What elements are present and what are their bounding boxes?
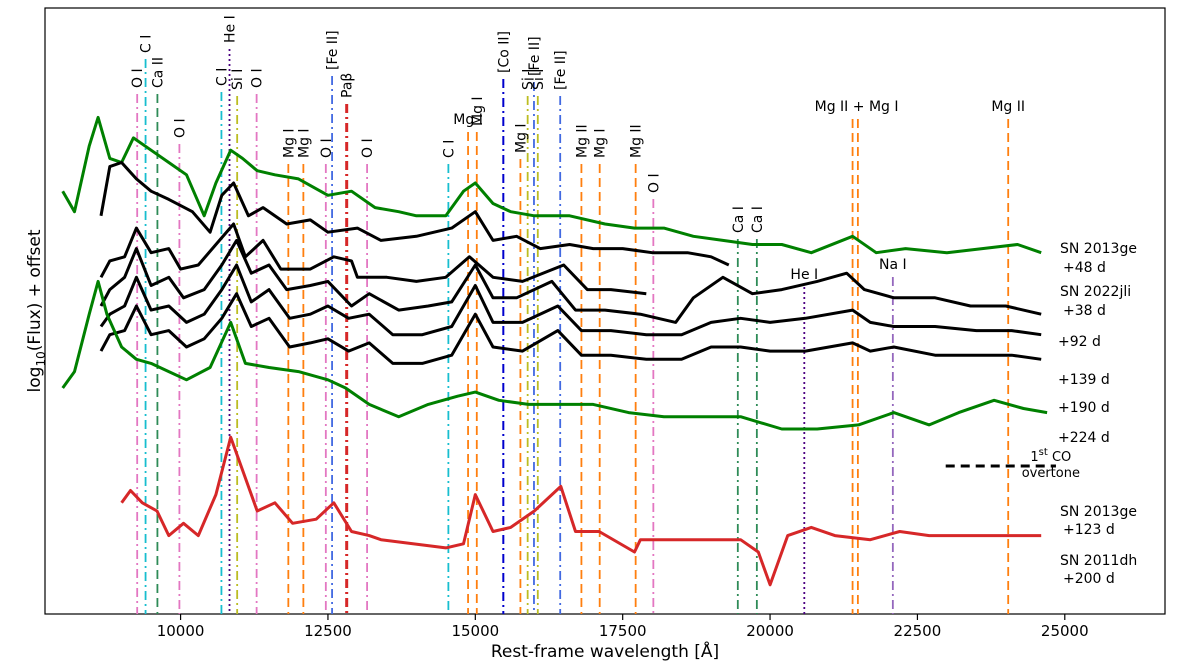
series-name-6: SN 2013ge bbox=[1060, 504, 1137, 520]
line-label-5: He I bbox=[223, 15, 239, 43]
series-line-6 bbox=[61, 279, 1048, 431]
series-line-4 bbox=[99, 263, 1042, 337]
series-line-7 bbox=[120, 435, 1042, 587]
co-overtone-label: 1st CO bbox=[1030, 447, 1071, 465]
line-label-28: Ca I bbox=[750, 206, 766, 233]
co-overtone-annotation: 1st CO overtone bbox=[945, 447, 1080, 481]
x-tick-label-2: 15000 bbox=[451, 622, 499, 640]
series-line-5 bbox=[99, 292, 1042, 365]
x-tick-label-3: 17500 bbox=[599, 622, 647, 640]
x-tick-label-6: 25000 bbox=[1041, 622, 1089, 640]
line-label-7: O I bbox=[250, 68, 266, 88]
line-label-10: O I bbox=[319, 138, 335, 158]
line-label-22: [Fe II] bbox=[553, 50, 569, 90]
line-label-15: Mg I bbox=[453, 112, 483, 128]
line-label-6: Si I bbox=[230, 69, 246, 90]
series-line-0 bbox=[61, 115, 1042, 255]
series-name-0: SN 2013ge bbox=[1060, 241, 1137, 257]
x-axis-label: Rest-frame wavelength [Å] bbox=[491, 640, 719, 662]
x-tick-label-4: 20000 bbox=[746, 622, 794, 640]
line-label-9: Mg I bbox=[296, 128, 312, 158]
line-label-11: [Fe II] bbox=[325, 30, 341, 70]
x-tick-label-0: 10000 bbox=[157, 622, 205, 640]
line-label-4: C I bbox=[214, 68, 230, 86]
line-label-19: Si I bbox=[521, 69, 537, 90]
line-label-29: He I bbox=[790, 267, 818, 283]
line-label-33: Mg II bbox=[991, 99, 1025, 115]
line-label-32: Na I bbox=[879, 257, 907, 273]
series-epoch-3: +139 d bbox=[1058, 372, 1110, 388]
line-label-18: Mg I bbox=[513, 123, 529, 153]
line-label-30: Mg II + Mg I bbox=[815, 99, 899, 115]
x-tick-label-5: 22500 bbox=[894, 622, 942, 640]
plot-area bbox=[44, 7, 1166, 615]
y-axis-label: log10(Flux) + offset bbox=[25, 229, 48, 392]
line-label-3: O I bbox=[172, 118, 188, 138]
plot-frame bbox=[44, 7, 1166, 615]
series-epoch-7: +200 d bbox=[1063, 571, 1115, 587]
series-name-1: SN 2022jli bbox=[1060, 284, 1131, 300]
series-epoch-6: +123 d bbox=[1063, 522, 1115, 538]
line-label-0: O I bbox=[130, 68, 146, 88]
line-label-2: Ca II bbox=[150, 57, 166, 88]
line-label-17: [Co II] bbox=[496, 31, 512, 73]
series-epoch-2: +92 d bbox=[1058, 334, 1101, 350]
series-line-2 bbox=[99, 222, 647, 296]
series-line-1 bbox=[99, 161, 730, 267]
spectra-series bbox=[61, 115, 1048, 587]
line-label-12: Paβ bbox=[340, 73, 356, 98]
line-label-26: O I bbox=[646, 173, 662, 193]
series-line-3 bbox=[99, 238, 1042, 324]
line-label-24: Mg I bbox=[593, 128, 609, 158]
series-epoch-0: +48 d bbox=[1063, 260, 1106, 276]
series-epoch-4: +190 d bbox=[1058, 400, 1110, 416]
line-label-27: Ca I bbox=[731, 206, 747, 233]
line-label-23: Mg II bbox=[574, 124, 590, 158]
series-epoch-1: +38 d bbox=[1063, 303, 1106, 319]
co-overtone-label-2: overtone bbox=[1022, 466, 1080, 481]
line-label-16: Mg I bbox=[470, 96, 486, 126]
series-epoch-5: +224 d bbox=[1058, 430, 1110, 446]
line-label-14: C I bbox=[441, 140, 457, 158]
series-labels: SN 2013ge +48 d SN 2022jli +38 d +92 d +139 d… bbox=[1058, 241, 1137, 587]
line-label-20: [Fe II] bbox=[527, 36, 543, 76]
line-label-8: Mg I bbox=[281, 128, 297, 158]
line-label-25: Mg II bbox=[629, 124, 645, 158]
x-tick-label-1: 12500 bbox=[304, 622, 352, 640]
line-label-13: O I bbox=[360, 138, 376, 158]
x-axis-ticks: 10000 12500 15000 17500 20000 22500 25000 bbox=[157, 614, 1089, 640]
series-name-7: SN 2011dh bbox=[1060, 553, 1137, 569]
line-label-1: C I bbox=[139, 35, 155, 53]
line-label-21: Si I bbox=[531, 69, 547, 90]
line-markers bbox=[136, 49, 1010, 614]
